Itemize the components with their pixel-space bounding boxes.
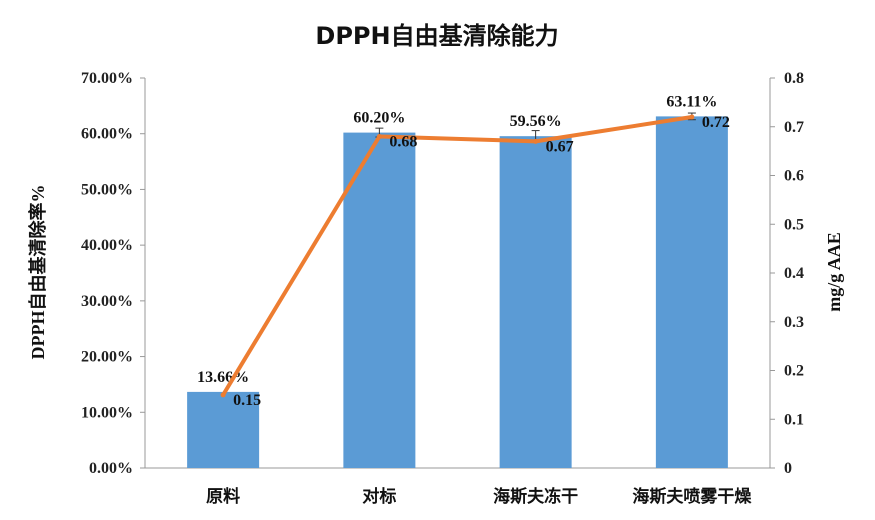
- category-label: 对标: [362, 486, 396, 507]
- bar: [499, 136, 572, 468]
- left-axis-label: DPPH自由基清除率%: [27, 185, 48, 360]
- line-point: [376, 134, 382, 139]
- right-tick-label: 0.3: [784, 314, 804, 331]
- right-tick-label: 0.5: [784, 216, 804, 233]
- line-point: [533, 138, 539, 144]
- category-label: 原料: [206, 486, 240, 507]
- right-tick-label: 0.6: [784, 168, 804, 185]
- line-series: [221, 115, 694, 397]
- plot-area: 0.00% 10.00% 20.00% 30.00% 40.00% 50.00% 60.00…: [81, 70, 804, 507]
- left-tick-label: 20.00%: [81, 349, 133, 366]
- bar: [343, 132, 416, 468]
- right-tick-label: 0.1: [784, 411, 804, 428]
- right-axis-label: mg/g AAE: [824, 232, 844, 312]
- bar-value-label: 59.56%: [510, 113, 562, 130]
- left-tick-label: 10.00%: [81, 404, 133, 421]
- category-label: 海斯夫冻干: [493, 486, 578, 507]
- line-point: [689, 114, 695, 120]
- left-tick-label: 40.00%: [81, 237, 133, 254]
- right-tick-label: 0.4: [784, 265, 804, 282]
- bar: [655, 116, 728, 468]
- category-label: 海斯夫喷雾干燥: [632, 486, 752, 507]
- bar-value-label: 60.20%: [353, 110, 405, 127]
- left-tick-label: 0.00%: [89, 460, 133, 477]
- bar-value-label: 63.11%: [666, 93, 717, 110]
- left-tick-label: 50.00%: [81, 181, 133, 198]
- right-tick-label: 0.2: [784, 363, 804, 380]
- line-value-label: 0.67: [546, 138, 574, 155]
- left-tick-label: 30.00%: [81, 293, 133, 310]
- right-tick-label: 0: [784, 460, 792, 477]
- right-tick-label: 0.8: [784, 70, 804, 87]
- line-value-label: 0.15: [233, 392, 261, 409]
- chart-title: DPPH自由基清除能力: [315, 22, 558, 50]
- bar: [187, 391, 260, 468]
- line-value-label: 0.72: [702, 114, 730, 131]
- line-point: [220, 392, 226, 398]
- left-tick-label: 70.00%: [81, 70, 133, 87]
- bar-value-label: 13.66%: [197, 369, 249, 386]
- left-tick-label: 60.00%: [81, 126, 133, 143]
- line-value-label: 0.68: [389, 134, 417, 151]
- right-tick-label: 0.7: [784, 119, 804, 136]
